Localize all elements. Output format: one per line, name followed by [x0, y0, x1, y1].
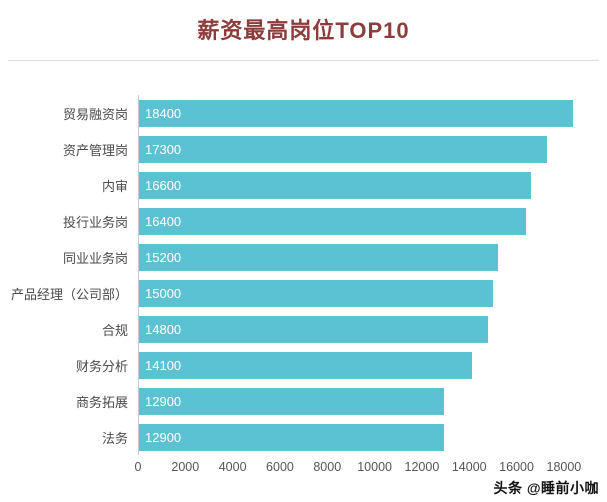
bar-rows: 贸易融资岗 18400 资产管理岗 17300 内审 16600 投行业务岗 16400 同业业…	[0, 95, 607, 455]
category-label: 财务分析	[75, 358, 128, 374]
watermark-handle: @睡前小咖	[526, 480, 599, 496]
bar-chart: 贸易融资岗 18400 资产管理岗 17300 内审 16600 投行业务岗 16400 同业业…	[0, 95, 607, 481]
bar-track: 17300	[138, 131, 607, 167]
chart-title: 薪资最高岗位TOP10	[197, 18, 410, 43]
x-axis-ticks: 0 2000 4000 6000 8000 10000 12000 14000 16000 180…	[134, 455, 597, 481]
value-label: 15200	[145, 249, 182, 265]
value-label: 16600	[145, 177, 182, 193]
x-tick-label: 18000	[546, 460, 582, 474]
value-label: 17300	[145, 141, 182, 157]
category-label: 资产管理岗	[62, 142, 128, 158]
bar-track: 12900	[138, 383, 607, 419]
bar-row: 内审 16600	[0, 167, 607, 203]
axis-spacer	[0, 455, 138, 481]
bar: 15000	[139, 279, 494, 307]
bar-track: 14100	[138, 347, 607, 383]
bar-row: 商务拓展 12900	[0, 383, 607, 419]
x-tick-label: 10000	[357, 460, 392, 474]
category-label: 同业业务岗	[62, 250, 128, 266]
bar-row: 财务分析 14100	[0, 347, 607, 383]
x-tick-label: 4000	[218, 460, 247, 474]
category-label: 合规	[101, 322, 128, 338]
bar: 16400	[139, 207, 527, 235]
bar-row: 产品经理（公司部） 15000	[0, 275, 607, 311]
bar: 17300	[139, 135, 548, 163]
value-label: 16400	[145, 213, 182, 229]
bar-row: 贸易融资岗 18400	[0, 95, 607, 131]
bar: 14100	[139, 351, 472, 379]
title-divider	[8, 60, 599, 61]
bar: 16600	[139, 171, 531, 199]
value-label: 14100	[145, 357, 182, 373]
bar: 15200	[139, 243, 498, 271]
x-tick-label: 12000	[404, 460, 440, 474]
category-label: 产品经理（公司部）	[10, 286, 128, 302]
category-label: 内审	[101, 178, 128, 194]
x-tick-label: 2000	[171, 460, 200, 474]
watermark-prefix: 头条	[493, 480, 523, 496]
value-label: 12900	[145, 429, 182, 445]
bar-row: 投行业务岗 16400	[0, 203, 607, 239]
bar-track: 16400	[138, 203, 607, 239]
category-label: 商务拓展	[75, 394, 128, 410]
bar: 14800	[139, 315, 489, 343]
x-axis: 0 2000 4000 6000 8000 10000 12000 14000 16000 180…	[0, 455, 607, 481]
bar-row: 合规 14800	[0, 311, 607, 347]
bar-track: 12900	[138, 419, 607, 455]
bar: 12900	[139, 423, 444, 451]
category-label: 投行业务岗	[62, 214, 128, 230]
x-tick-label: 16000	[499, 460, 534, 474]
x-tick-label: 14000	[451, 460, 487, 474]
bar-track: 16600	[138, 167, 607, 203]
value-label: 18400	[145, 105, 182, 121]
bar-track: 15200	[138, 239, 607, 275]
bar-track: 18400	[138, 95, 607, 131]
value-label: 15000	[145, 285, 182, 301]
value-label: 14800	[145, 321, 182, 337]
value-label: 12900	[145, 393, 182, 409]
category-label: 法务	[101, 430, 128, 446]
x-tick-label: 0	[134, 460, 142, 474]
category-label: 贸易融资岗	[62, 106, 128, 122]
bar: 12900	[139, 387, 444, 415]
bar: 18400	[139, 99, 574, 127]
x-tick-label: 8000	[313, 460, 342, 474]
bar-track: 14800	[138, 311, 607, 347]
bar-track: 15000	[138, 275, 607, 311]
bar-row: 同业业务岗 15200	[0, 239, 607, 275]
watermark: 头条 @睡前小咖	[493, 478, 599, 498]
bar-row: 法务 12900	[0, 419, 607, 455]
x-tick-label: 6000	[266, 460, 294, 474]
bar-row: 资产管理岗 17300	[0, 131, 607, 167]
